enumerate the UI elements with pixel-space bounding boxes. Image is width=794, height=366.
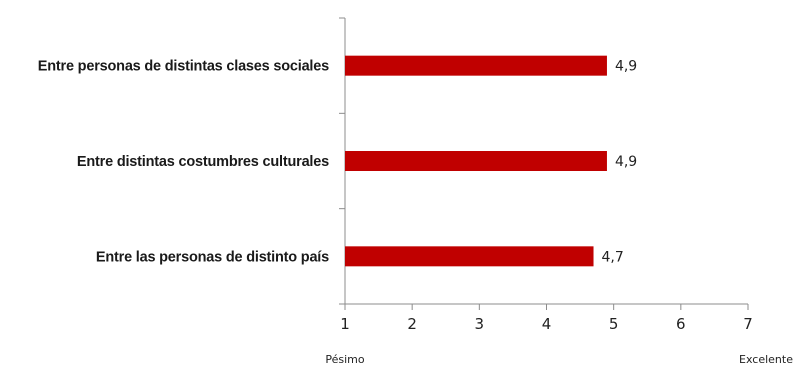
x-max-label: Excelente <box>739 353 793 366</box>
x-tick-label: 4 <box>542 315 552 333</box>
data-label: 4,9 <box>615 154 637 170</box>
category-label: Entre las personas de distinto país <box>96 249 329 265</box>
x-tick-label: 6 <box>676 315 686 333</box>
category-label: Entre personas de distintas clases socia… <box>38 59 329 75</box>
x-tick-label: 5 <box>609 315 619 333</box>
data-label: 4,7 <box>602 249 624 265</box>
bar <box>345 246 594 267</box>
bar <box>345 55 607 76</box>
x-tick-label: 7 <box>743 315 753 333</box>
bars <box>345 55 607 267</box>
labels: 1 2 3 4 5 6 7 Entre personas de distintas clase… <box>38 59 793 366</box>
x-tick-label: 3 <box>475 315 485 333</box>
bar <box>345 151 607 171</box>
x-tick-label: 1 <box>340 315 350 333</box>
x-min-label: Pésimo <box>325 353 365 366</box>
data-label: 4,9 <box>615 59 637 75</box>
x-tick-label: 2 <box>407 315 417 333</box>
category-label: Entre distintas costumbres culturales <box>77 154 329 170</box>
